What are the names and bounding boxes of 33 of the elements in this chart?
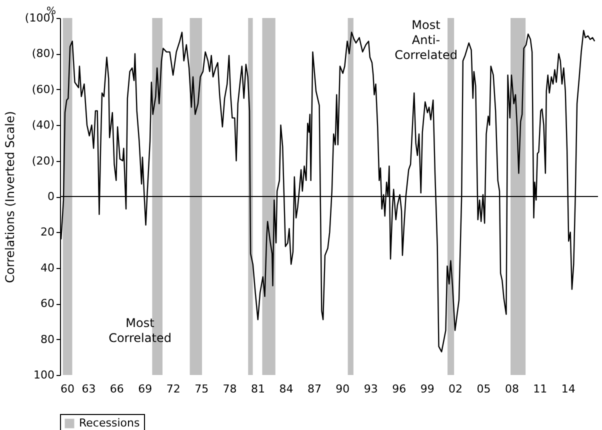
- x-tick-label: 75: [194, 382, 209, 396]
- x-tick-label: 84: [279, 382, 294, 396]
- x-tick-label: 14: [561, 382, 576, 396]
- x-tick-label: 90: [336, 382, 350, 396]
- y-tick-label: (60): [32, 82, 54, 96]
- y-tick-label: (20): [32, 154, 54, 168]
- y-tick-label: (80): [32, 47, 54, 60]
- x-tick-label: 78: [222, 382, 237, 396]
- x-tick-label: 05: [476, 382, 491, 396]
- x-tick-label: 99: [420, 382, 434, 396]
- x-tick-label: 02: [448, 382, 463, 396]
- annotation: Most Correlated: [108, 316, 172, 345]
- legend-label: Recessions: [79, 416, 140, 430]
- x-tick-label: 66: [110, 382, 124, 396]
- x-tick-label: 69: [138, 382, 152, 396]
- x-tick-label: 93: [364, 382, 378, 396]
- y-tick-label: 60: [40, 297, 54, 310]
- y-tick-label: 0: [48, 190, 54, 203]
- x-tick-label: 96: [392, 382, 406, 396]
- y-tick-label: 100: [34, 368, 54, 382]
- x-tick-label: 08: [504, 382, 519, 396]
- x-tick-label: 11: [533, 382, 548, 396]
- y-tick-label: (40): [32, 118, 54, 132]
- y-tick-label: 20: [40, 226, 54, 239]
- annotation: Most Anti-Correlated: [394, 18, 458, 62]
- x-tick-label: 63: [82, 382, 96, 396]
- y-tick-label: 40: [40, 261, 54, 274]
- y-axis-title: Correlations (Inverted Scale): [2, 111, 17, 283]
- y-tick-label: 80: [40, 332, 54, 346]
- x-tick-label: 81: [251, 382, 266, 396]
- x-tick-label: 60: [60, 382, 74, 396]
- x-tick-label: 87: [307, 382, 322, 396]
- x-tick-label: 72: [166, 382, 180, 396]
